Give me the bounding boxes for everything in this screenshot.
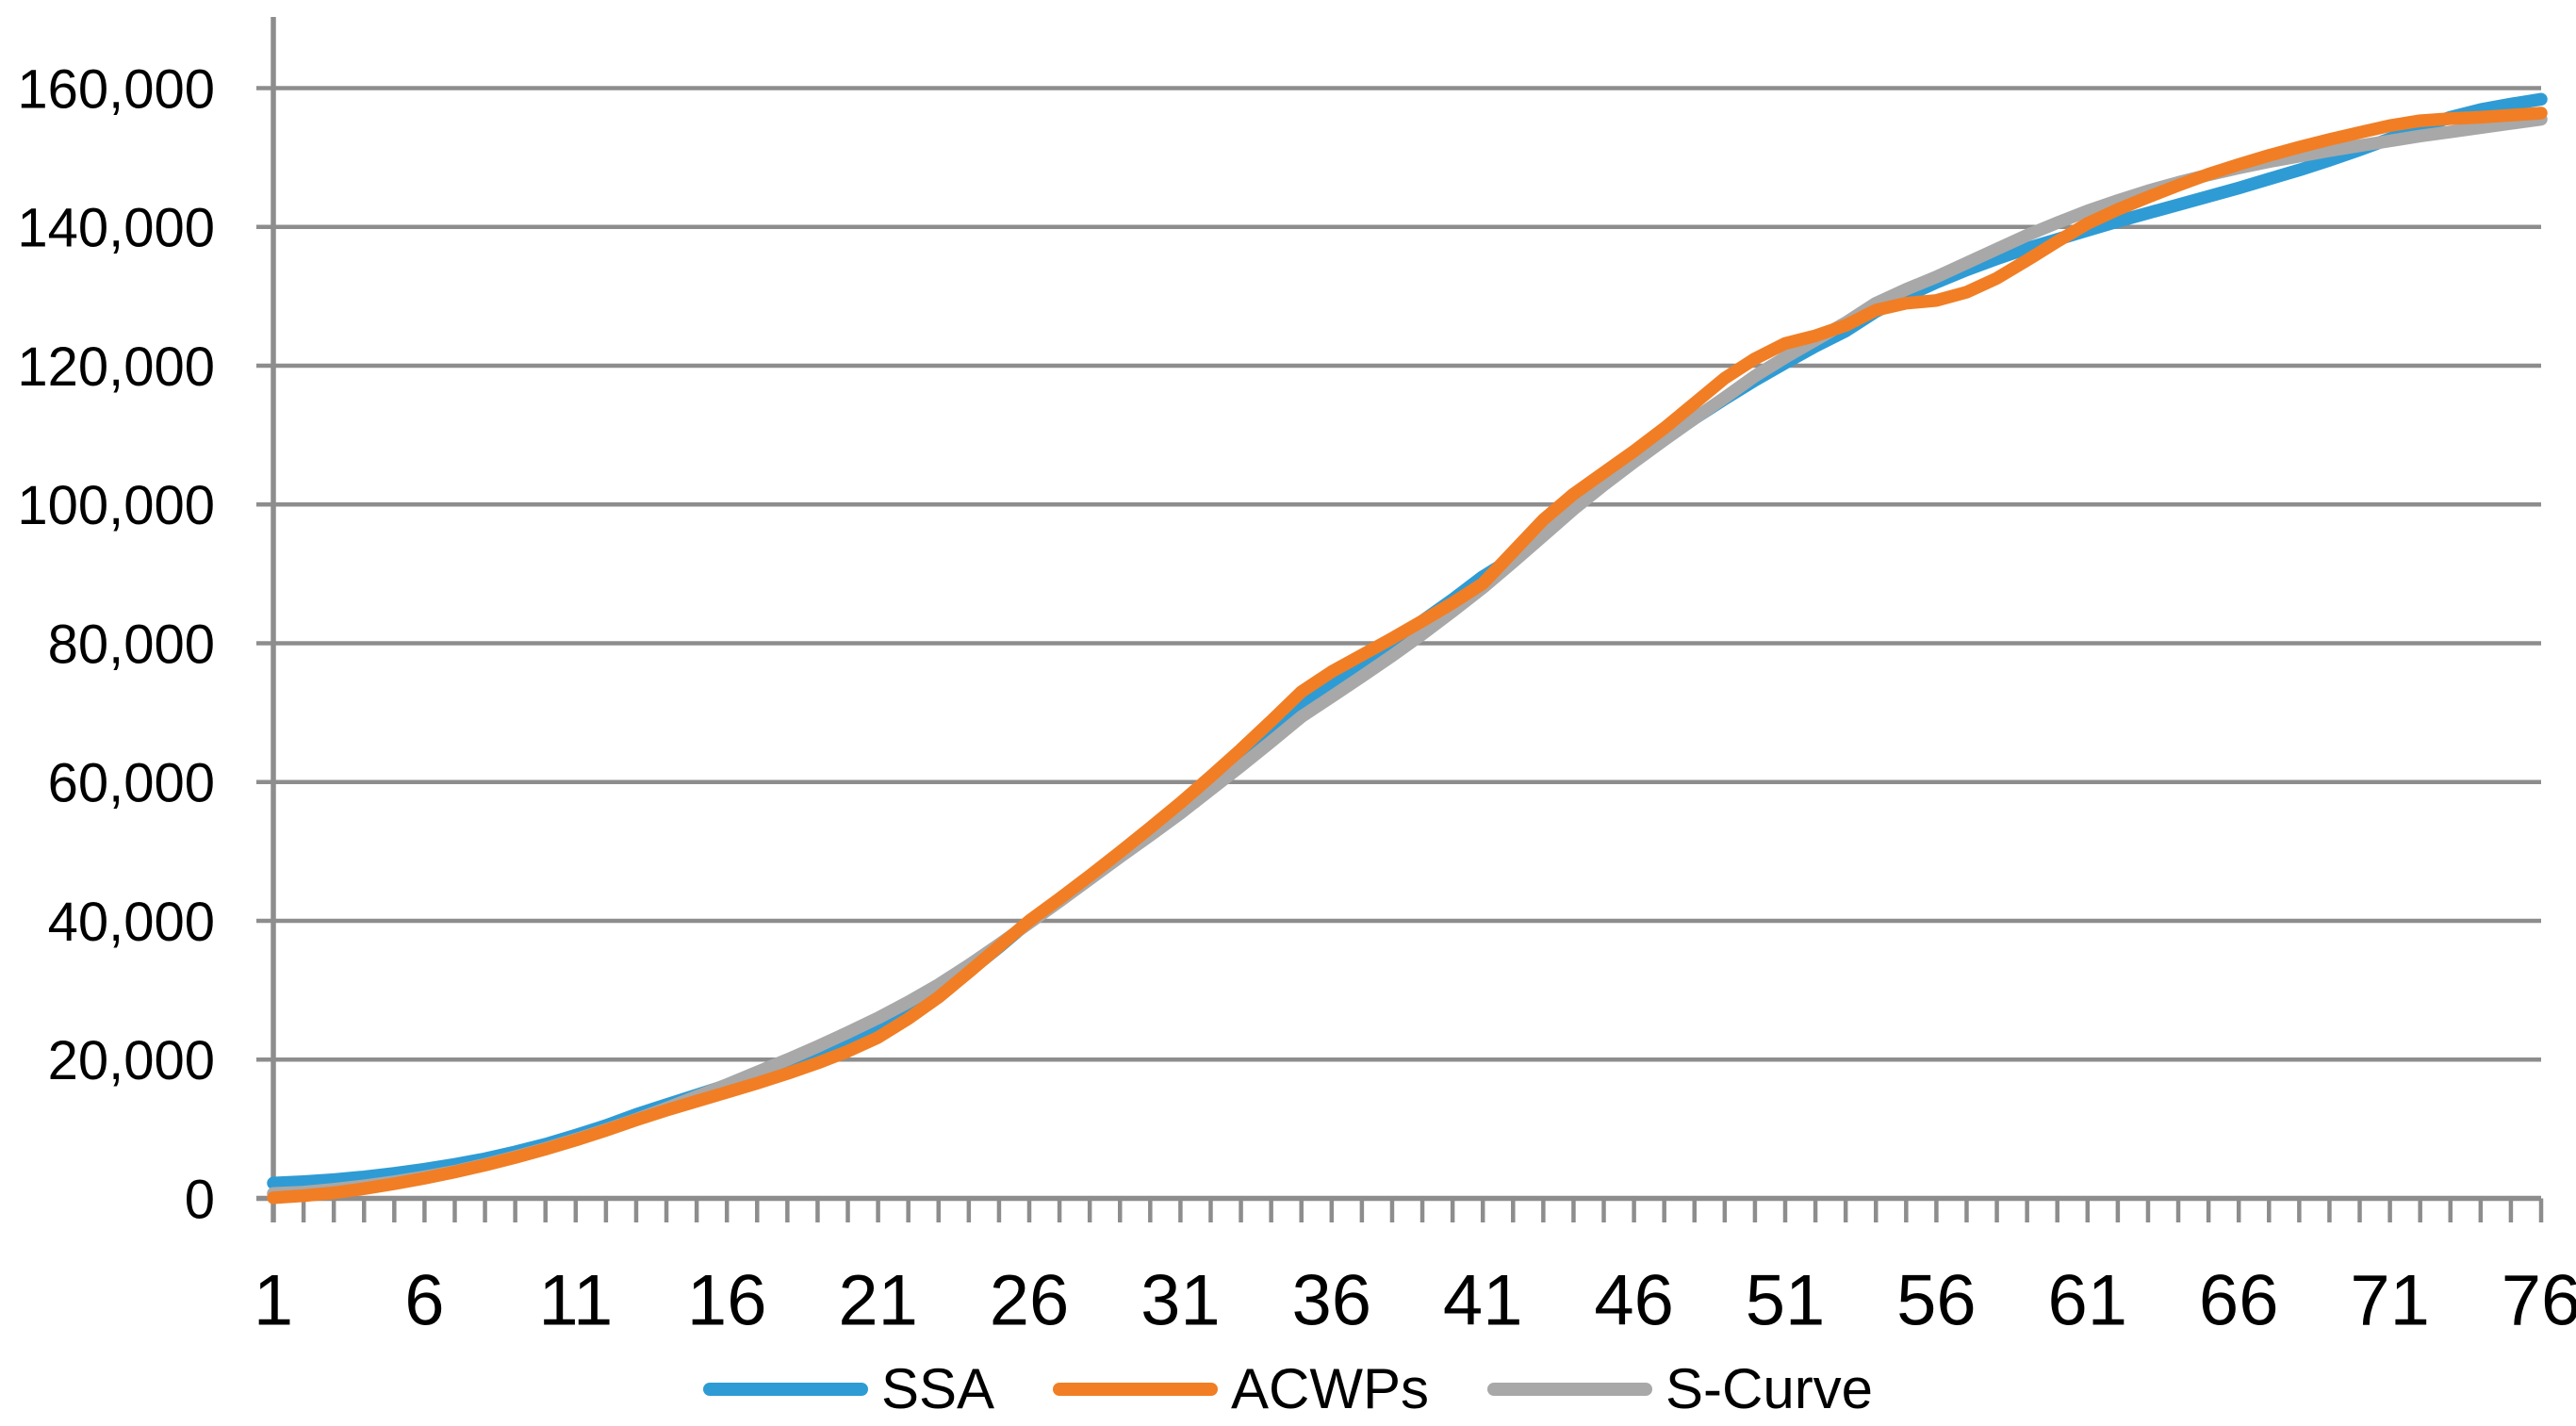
y-axis-label: 0 <box>185 1169 215 1230</box>
x-axis-label: 16 <box>687 1260 767 1340</box>
x-axis-label: 66 <box>2199 1260 2279 1340</box>
x-axis-label: 31 <box>1140 1260 1221 1340</box>
y-axis-label: 20,000 <box>48 1030 215 1091</box>
legend-item-ssa: SSA <box>702 1357 994 1420</box>
legend-swatch-icon <box>1053 1383 1218 1396</box>
legend-label: SSA <box>880 1357 994 1420</box>
x-axis-label: 26 <box>990 1260 1070 1340</box>
legend-label: ACWPs <box>1231 1357 1429 1420</box>
x-axis-label: 6 <box>404 1260 444 1340</box>
series-line-acwps <box>267 107 2548 1205</box>
y-axis-label: 80,000 <box>48 614 215 675</box>
x-axis-label: 76 <box>2502 1260 2576 1340</box>
x-axis-label: 61 <box>2048 1260 2128 1340</box>
y-axis-label: 40,000 <box>48 892 215 953</box>
x-axis-label: 21 <box>838 1260 918 1340</box>
series-line-s-curve <box>267 112 2548 1201</box>
chart-legend: SSA ACWPs S-Curve <box>0 1359 2576 1419</box>
legend-swatch-icon <box>1487 1383 1652 1396</box>
x-axis-label: 11 <box>538 1260 613 1340</box>
x-axis-label: 56 <box>1896 1260 1977 1340</box>
y-axis-label: 140,000 <box>17 198 215 259</box>
x-axis-label: 41 <box>1443 1260 1523 1340</box>
x-axis-label: 71 <box>2350 1260 2430 1340</box>
legend-item-acwps: ACWPs <box>1053 1361 1429 1418</box>
x-axis-label: 51 <box>1746 1260 1826 1340</box>
y-axis-label: 60,000 <box>48 753 215 814</box>
x-axis-label: 36 <box>1292 1260 1372 1340</box>
legend-label: S-Curve <box>1665 1357 1874 1420</box>
y-axis-label: 100,000 <box>17 475 215 536</box>
y-axis-label: 160,000 <box>17 58 215 120</box>
x-axis-label: 1 <box>254 1260 293 1340</box>
legend-swatch-icon <box>702 1383 868 1396</box>
y-axis-label: 120,000 <box>17 336 215 398</box>
x-axis-label: 46 <box>1594 1260 1674 1340</box>
legend-item-s-curve: S-Curve <box>1487 1361 1873 1418</box>
